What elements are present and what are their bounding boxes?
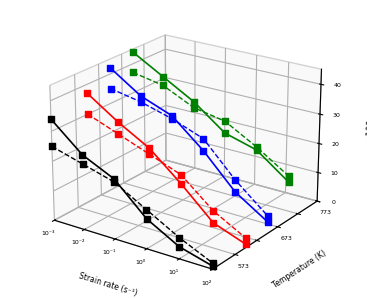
X-axis label: Strain rate (s⁻¹): Strain rate (s⁻¹) bbox=[77, 271, 138, 298]
Y-axis label: Temperature (K): Temperature (K) bbox=[271, 249, 328, 290]
